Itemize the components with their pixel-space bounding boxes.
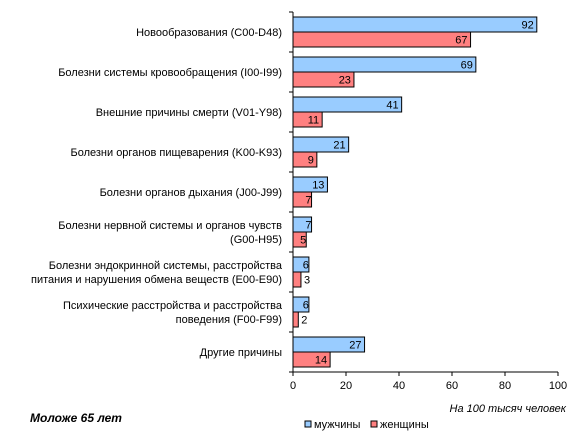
bar-женщины [292,71,355,88]
bar-женщины [292,351,331,368]
category-labels: Новообразования (C00-D48) Болезни системы… [31,27,283,359]
x-axis: 0 20 40 60 80 100 [290,372,567,392]
data-label: 9 [308,155,314,167]
category-label-line: Болезни органов дыхания (J00-J99) [100,187,282,199]
category-label: Другие причины [200,347,282,359]
bar-мужчины [292,56,477,73]
bar-мужчины [292,16,538,33]
bar-женщины [292,271,302,288]
x-tick-label: 0 [290,380,296,392]
bar-мужчины [292,136,350,153]
data-label: 41 [386,100,398,112]
chart-subtitle: Моложе 65 лет [30,411,122,425]
category-label-line: Внешние причины смерти (V01-Y98) [96,107,282,119]
data-label: 92 [522,20,534,32]
category-label: Новообразования (C00-D48) [136,27,282,39]
category-label-line: Болезни эндокринной системы, расстройств… [49,260,283,272]
data-label: 6 [303,260,309,272]
category-label: Болезни органов пищеварения (K00-K93) [70,147,282,159]
x-tick-label: 100 [549,380,567,392]
data-label: 7 [305,195,311,207]
category-label-line: Новообразования (C00-D48) [136,27,282,39]
bar-женщины [292,31,472,48]
category-label: Болезни системы кровообращения (I00-I99) [58,67,282,79]
legend-swatch [304,420,312,428]
category-label: Психические расстройства и расстройства п… [63,300,283,326]
bars [292,16,538,368]
data-label: 13 [312,180,324,192]
category-label-line: (G00-H95) [230,234,282,246]
data-label: 7 [305,220,311,232]
data-label: 5 [300,235,306,247]
category-label-line: поведения (F00-F99) [176,314,282,326]
x-axis-label: На 100 тысяч человек [450,403,567,415]
data-label: 3 [304,275,310,287]
category-label-line: Психические расстройства и расстройства [63,300,283,312]
category-label-line: Другие причины [200,347,282,359]
data-label: 2 [301,315,307,327]
bar-женщины [292,151,318,168]
data-label: 21 [333,140,345,152]
x-tick-label: 40 [393,380,405,392]
data-label: 69 [461,60,473,72]
bar-женщины [292,231,307,248]
data-label: 67 [455,35,467,47]
category-label-line: питания и нарушения обмена веществ (E00-… [31,274,282,286]
data-label: 23 [339,75,351,87]
bar-мужчины [292,96,403,113]
x-tick-label: 20 [340,380,352,392]
data-label: 27 [349,340,361,352]
data-label: 6 [303,300,309,312]
data-label: 11 [308,115,319,127]
category-label-line: Болезни органов пищеварения (K00-K93) [70,147,282,159]
legend-label: мужчины [314,419,360,431]
x-tick-label: 60 [446,380,458,392]
category-label: Болезни эндокринной системы, расстройств… [31,260,283,286]
legend-swatch [370,420,378,428]
category-label: Болезни нервной системы и органов чувств… [58,220,282,246]
legend-label: женщины [380,419,429,431]
data-label: 14 [315,355,327,367]
category-label-line: Болезни нервной системы и органов чувств [58,220,282,232]
x-tick-label: 80 [499,380,511,392]
bar-мужчины [292,296,310,313]
category-label: Болезни органов дыхания (J00-J99) [100,187,282,199]
category-label: Внешние причины смерти (V01-Y98) [96,107,282,119]
legend: мужчины женщины [304,419,429,431]
category-label-line: Болезни системы кровообращения (I00-I99) [58,67,282,79]
bar-женщины [292,111,323,128]
bar-женщины [292,311,299,328]
bar-женщины [292,191,313,208]
